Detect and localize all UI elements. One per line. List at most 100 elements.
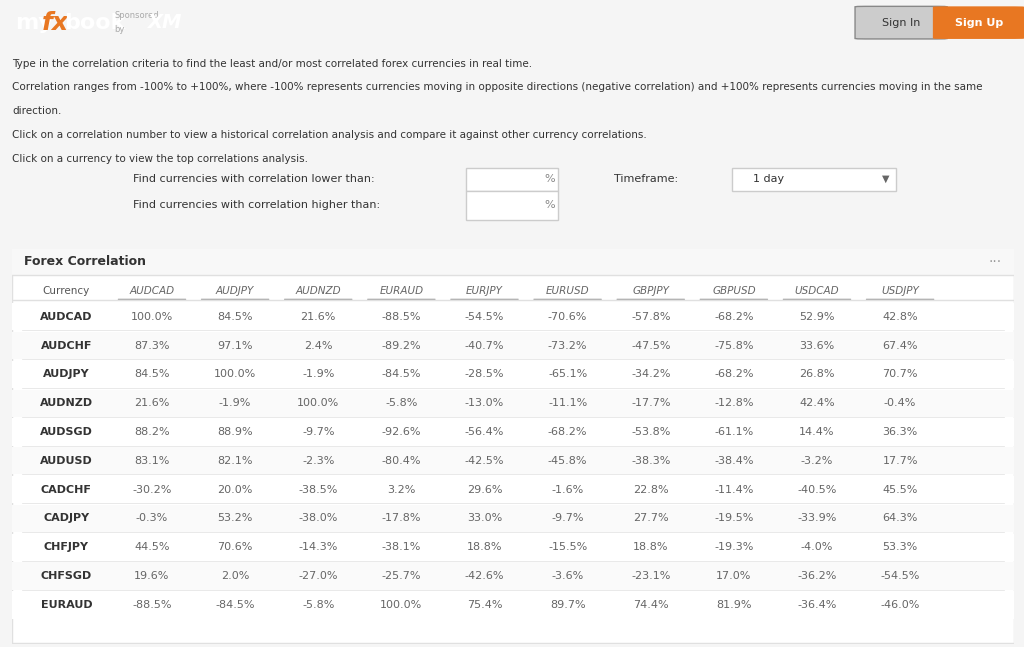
Text: fx: fx [42,10,69,35]
Text: -36.4%: -36.4% [798,600,837,610]
Text: -70.6%: -70.6% [548,312,588,322]
Text: -53.8%: -53.8% [631,427,671,437]
Text: -42.5%: -42.5% [465,456,504,466]
Text: EURAUD: EURAUD [41,600,92,610]
Text: 100.0%: 100.0% [380,600,423,610]
Text: -4.0%: -4.0% [801,542,834,553]
Text: -38.4%: -38.4% [714,456,754,466]
Text: my: my [15,13,53,32]
FancyBboxPatch shape [12,389,1014,417]
Text: -17.8%: -17.8% [382,514,421,523]
Text: Click on a currency to view the top correlations analysis.: Click on a currency to view the top corr… [12,153,308,164]
Text: -45.8%: -45.8% [548,456,588,466]
FancyBboxPatch shape [12,419,1014,446]
Text: -1.9%: -1.9% [219,398,251,408]
FancyBboxPatch shape [466,168,558,192]
FancyBboxPatch shape [12,249,1014,275]
Text: 3.2%: 3.2% [387,485,416,495]
Text: Sponsored: Sponsored [115,12,160,20]
Text: ···: ··· [988,255,1001,269]
Text: 21.6%: 21.6% [301,312,336,322]
Text: -73.2%: -73.2% [548,340,588,351]
Text: -25.7%: -25.7% [382,571,421,581]
Text: Type in the correlation criteria to find the least and/or most correlated forex : Type in the correlation criteria to find… [12,59,532,69]
Text: -27.0%: -27.0% [298,571,338,581]
Text: %: % [545,174,555,184]
Text: 21.6%: 21.6% [134,398,170,408]
Text: -23.1%: -23.1% [631,571,671,581]
Text: -2.3%: -2.3% [302,456,335,466]
Text: 29.6%: 29.6% [467,485,502,495]
Text: -38.3%: -38.3% [631,456,671,466]
Text: 70.6%: 70.6% [217,542,253,553]
Text: Click on a correlation number to view a historical correlation analysis and comp: Click on a correlation number to view a … [12,130,647,140]
Text: -68.2%: -68.2% [548,427,588,437]
Text: 17.0%: 17.0% [716,571,752,581]
Text: 52.9%: 52.9% [799,312,835,322]
FancyBboxPatch shape [12,303,1014,331]
FancyBboxPatch shape [12,591,1014,619]
Text: -17.7%: -17.7% [631,398,671,408]
Text: 42.8%: 42.8% [883,312,918,322]
FancyBboxPatch shape [933,6,1024,39]
Text: 100.0%: 100.0% [131,312,173,322]
Text: 88.9%: 88.9% [217,427,253,437]
FancyBboxPatch shape [12,249,1014,644]
Text: 36.3%: 36.3% [883,427,918,437]
Text: 75.4%: 75.4% [467,600,502,610]
Text: AUDCAD: AUDCAD [40,312,92,322]
Text: -40.7%: -40.7% [465,340,504,351]
Text: EURUSD: EURUSD [546,285,590,296]
Text: -54.5%: -54.5% [465,312,504,322]
Text: Find currencies with correlation higher than:: Find currencies with correlation higher … [133,201,380,210]
FancyBboxPatch shape [12,505,1014,532]
Text: -5.8%: -5.8% [385,398,418,408]
Text: Sign Up: Sign Up [954,17,1004,28]
Text: CHFSGD: CHFSGD [41,571,92,581]
Text: -46.0%: -46.0% [881,600,920,610]
Text: -28.5%: -28.5% [465,369,504,379]
Text: -13.0%: -13.0% [465,398,504,408]
Text: 33.6%: 33.6% [800,340,835,351]
FancyBboxPatch shape [12,534,1014,561]
Text: -14.3%: -14.3% [299,542,338,553]
Text: 64.3%: 64.3% [883,514,918,523]
Text: AUDNZD: AUDNZD [40,398,93,408]
FancyBboxPatch shape [12,447,1014,474]
Text: 67.4%: 67.4% [883,340,918,351]
Text: EURAUD: EURAUD [379,285,423,296]
Text: 100.0%: 100.0% [297,398,339,408]
Text: 89.7%: 89.7% [550,600,586,610]
Text: -57.8%: -57.8% [631,312,671,322]
Text: ▼: ▼ [882,174,890,184]
Text: -47.5%: -47.5% [631,340,671,351]
Text: -0.4%: -0.4% [884,398,916,408]
Text: book: book [65,13,126,32]
Text: XM: XM [148,13,183,32]
Text: 83.1%: 83.1% [134,456,170,466]
Text: -61.1%: -61.1% [714,427,754,437]
FancyBboxPatch shape [12,476,1014,503]
Text: -54.5%: -54.5% [881,571,920,581]
Text: 17.7%: 17.7% [883,456,918,466]
Text: -1.6%: -1.6% [552,485,584,495]
Text: -12.8%: -12.8% [714,398,754,408]
Text: 2.0%: 2.0% [221,571,249,581]
FancyBboxPatch shape [12,562,1014,589]
Text: -5.8%: -5.8% [302,600,335,610]
Text: -36.2%: -36.2% [798,571,837,581]
Text: 44.5%: 44.5% [134,542,170,553]
Text: AUDCAD: AUDCAD [129,285,174,296]
Text: 22.8%: 22.8% [633,485,669,495]
Text: 97.1%: 97.1% [217,340,253,351]
Text: USDCAD: USDCAD [795,285,840,296]
Text: Correlation ranges from -100% to +100%, where -100% represents currencies moving: Correlation ranges from -100% to +100%, … [12,82,983,93]
Text: 74.4%: 74.4% [633,600,669,610]
Text: by: by [115,25,125,34]
Text: Timeframe:: Timeframe: [614,174,679,184]
Text: CHFJPY: CHFJPY [44,542,89,553]
FancyBboxPatch shape [12,332,1014,359]
Text: AUDUSD: AUDUSD [40,456,93,466]
Text: -92.6%: -92.6% [382,427,421,437]
Text: -38.0%: -38.0% [299,514,338,523]
